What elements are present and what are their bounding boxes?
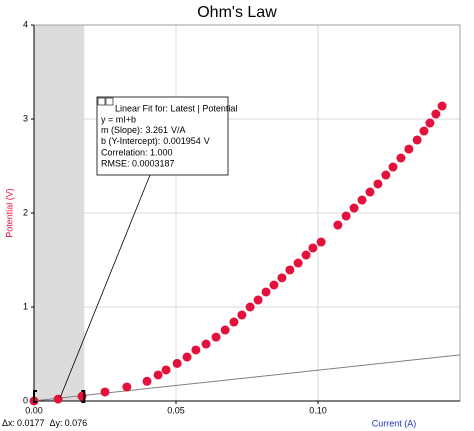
fit-line xyxy=(33,354,461,402)
data-point xyxy=(229,317,239,327)
data-point xyxy=(333,220,343,230)
data-point xyxy=(100,387,110,397)
x-tick-label: 0.10 xyxy=(309,405,327,415)
selection-bracket xyxy=(33,390,37,403)
x-tick-label: 0.00 xyxy=(25,405,43,415)
chart-title: Ohm's Law xyxy=(197,4,277,21)
delta-readout: Δx: 0.0177 Δy: 0.076 xyxy=(2,418,87,428)
data-point xyxy=(308,243,318,253)
data-point xyxy=(396,153,406,163)
y-tick-label: 1 xyxy=(23,301,28,311)
data-point xyxy=(253,295,263,305)
delta-dy: 0.076 xyxy=(65,418,88,428)
fit-heading: Linear Fit for: Latest | Potential xyxy=(115,103,237,113)
data-point xyxy=(431,109,441,119)
data-point xyxy=(211,332,221,342)
fit-slope: m (Slope): 3.261 V/A xyxy=(101,125,186,135)
data-point xyxy=(437,101,447,111)
data-point xyxy=(142,376,152,386)
callout-line xyxy=(59,174,151,399)
data-point xyxy=(301,250,311,260)
fit-label: b (Y-Intercept): xyxy=(101,136,160,146)
data-point xyxy=(365,187,375,197)
x-axis-label: Current (A) xyxy=(372,418,417,428)
data-point xyxy=(201,339,211,349)
fit-label: m (Slope): xyxy=(101,125,143,135)
x-tick-label: 0.05 xyxy=(167,405,185,415)
data-point xyxy=(237,310,247,320)
data-point xyxy=(191,345,201,355)
data-point xyxy=(172,358,182,368)
data-point xyxy=(349,203,359,213)
data-point xyxy=(153,370,163,380)
y-tick-label: 4 xyxy=(23,19,28,29)
data-point xyxy=(425,118,435,128)
data-point xyxy=(341,211,351,221)
fit-unit: V xyxy=(204,136,210,146)
fit-intercept: b (Y-Intercept): 0.001954 V xyxy=(101,136,210,146)
data-point xyxy=(161,365,171,375)
data-point xyxy=(404,144,414,154)
data-point xyxy=(277,273,287,283)
data-point xyxy=(245,302,255,312)
y-tick-label: 3 xyxy=(23,113,28,123)
delta-dx: 0.0177 xyxy=(17,418,45,428)
fit-value: 0.001954 xyxy=(163,136,201,146)
y-tick-label: 0 xyxy=(23,395,28,405)
data-point xyxy=(122,382,132,392)
data-point xyxy=(220,325,230,335)
data-point xyxy=(285,265,295,275)
delta-dy-label: Δy: xyxy=(50,418,63,428)
data-point xyxy=(373,179,383,189)
fit-rmse: RMSE: 0.0003187 xyxy=(101,158,175,168)
y-axis-label: Potential (V) xyxy=(4,188,14,238)
fit-equation: y = mI+b xyxy=(101,114,136,124)
delta-dx-label: Δx: xyxy=(2,418,15,428)
fit-box xyxy=(96,96,229,176)
data-point xyxy=(53,394,63,404)
data-point xyxy=(381,170,391,180)
fit-value: 3.261 xyxy=(146,125,169,135)
y-tick-label: 2 xyxy=(23,207,28,217)
selection-bracket xyxy=(81,390,86,403)
data-point xyxy=(182,352,192,362)
close-icon xyxy=(97,97,106,106)
fit-unit: V/A xyxy=(171,125,186,135)
minimize-icon xyxy=(105,97,114,106)
data-point xyxy=(419,126,429,136)
data-point xyxy=(269,280,279,290)
data-point xyxy=(293,258,303,268)
data-point xyxy=(357,195,367,205)
data-point xyxy=(261,287,271,297)
fit-correlation: Correlation: 1.000 xyxy=(101,147,173,157)
data-point xyxy=(388,162,398,172)
data-point xyxy=(316,237,326,247)
data-point xyxy=(412,135,422,145)
